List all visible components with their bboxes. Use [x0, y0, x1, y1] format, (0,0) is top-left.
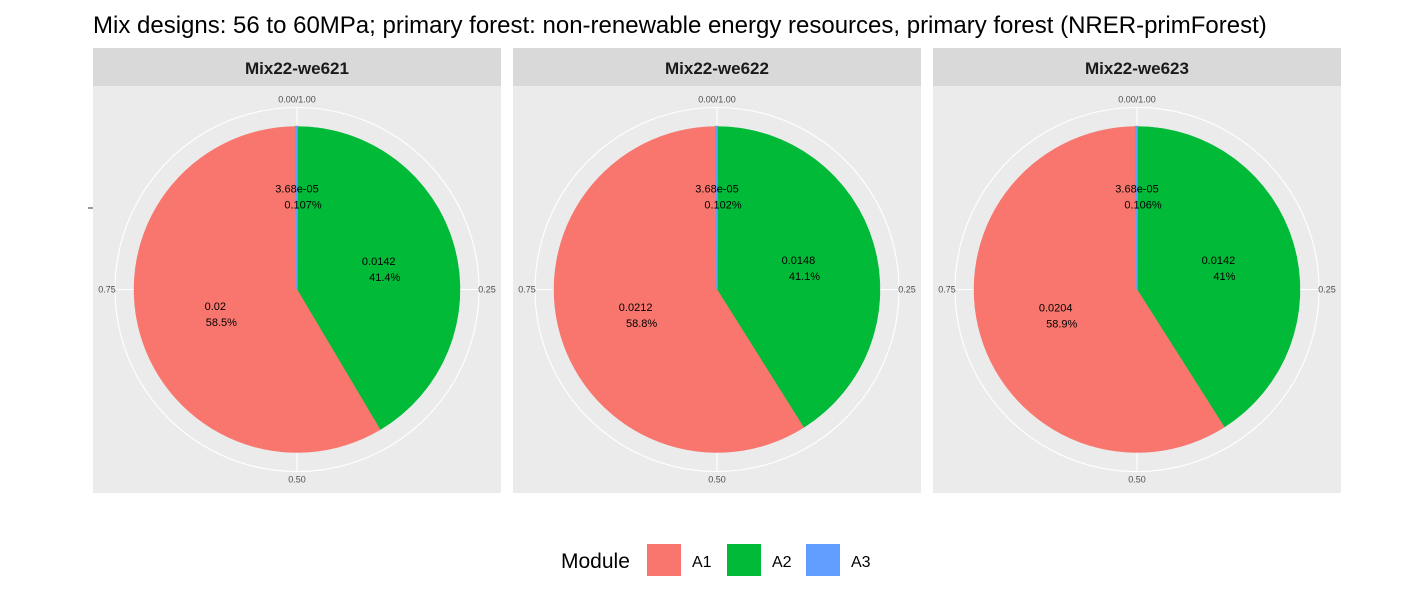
angle-tick-label: 0.75	[518, 285, 536, 295]
slice-value-label: 0.0142	[362, 256, 396, 268]
slice-value-label: 0.02	[205, 301, 226, 313]
pie-slice-a2	[716, 126, 881, 428]
slice-percent-label: 0.102%	[704, 200, 742, 212]
legend-item-a1: A1	[647, 544, 712, 576]
legend-title: Module	[561, 550, 630, 573]
slice-value-label: 3.68e-05	[695, 184, 738, 196]
pie-slice-a1	[133, 126, 381, 453]
legend-key-swatch	[647, 544, 681, 576]
angle-tick-label: 0.25	[478, 285, 496, 295]
facet-panel: Mix22-we622 0.00/1.00 0.25 0.50 0.75 0.0148 41…	[513, 48, 921, 493]
angle-tick-label: 0.75	[938, 285, 956, 295]
angle-tick-label: 0.75	[98, 285, 116, 295]
legend-item-a2: A2	[727, 544, 792, 576]
pie-slice-a2	[296, 126, 461, 431]
legend-item-a3: A3	[806, 544, 871, 576]
slice-value-label: 3.68e-05	[275, 184, 318, 196]
legend-key-swatch	[727, 544, 761, 576]
slice-percent-label: 41%	[1213, 271, 1235, 283]
facet-strip-label: Mix22-we621	[245, 59, 349, 78]
slice-percent-label: 41.1%	[789, 271, 820, 283]
slice-value-label: 0.0212	[619, 302, 653, 314]
slice-percent-label: 0.107%	[284, 200, 322, 212]
facet-panels: Mix22-we621 0.00/1.00 0.25 0.50 0.75 0.0142 41…	[93, 48, 1341, 493]
facet-strip-label: Mix22-we623	[1085, 59, 1189, 78]
slice-value-label: 3.68e-05	[1115, 184, 1158, 196]
angle-tick-label: 0.50	[288, 475, 306, 485]
legend-key-label: A2	[772, 554, 792, 571]
angle-tick-label: 0.00/1.00	[1118, 95, 1156, 105]
facet-strip	[513, 48, 921, 86]
legend-key-label: A1	[692, 554, 712, 571]
slice-value-label: 0.0142	[1202, 255, 1236, 267]
pie-slice-a3	[715, 125, 718, 290]
legend: Module A1 A2 A3	[561, 544, 871, 576]
slice-percent-label: 58.8%	[626, 318, 657, 330]
facet-strip	[93, 48, 501, 86]
pie-slice-a1	[973, 126, 1225, 453]
angle-tick-label: 0.25	[1318, 285, 1336, 295]
chart-title: Mix designs: 56 to 60MPa; primary forest…	[93, 12, 1267, 39]
angle-tick-label: 0.00/1.00	[698, 95, 736, 105]
legend-key-label: A3	[851, 554, 871, 571]
angle-tick-label: 0.25	[898, 285, 916, 295]
slice-value-label: 0.0204	[1039, 302, 1073, 314]
pie-slice-a2	[1136, 126, 1301, 428]
slice-percent-label: 58.5%	[206, 317, 237, 329]
legend-key-swatch	[806, 544, 840, 576]
pie-slice-a3	[295, 125, 298, 290]
facet-panel: Mix22-we623 0.00/1.00 0.25 0.50 0.75 0.0142 41…	[933, 48, 1341, 493]
slice-percent-label: 0.106%	[1124, 200, 1162, 212]
slice-value-label: 0.0148	[782, 255, 816, 267]
angle-tick-label: 0.50	[1128, 475, 1146, 485]
facet-strip	[933, 48, 1341, 86]
pie-slice-a1	[553, 126, 805, 453]
slice-percent-label: 58.9%	[1046, 318, 1077, 330]
slice-percent-label: 41.4%	[369, 272, 400, 284]
facet-strip-label: Mix22-we622	[665, 59, 769, 78]
angle-tick-label: 0.00/1.00	[278, 95, 316, 105]
facet-panel: Mix22-we621 0.00/1.00 0.25 0.50 0.75 0.0142 41…	[93, 48, 501, 493]
pie-slice-a3	[1135, 125, 1138, 290]
angle-tick-label: 0.50	[708, 475, 726, 485]
